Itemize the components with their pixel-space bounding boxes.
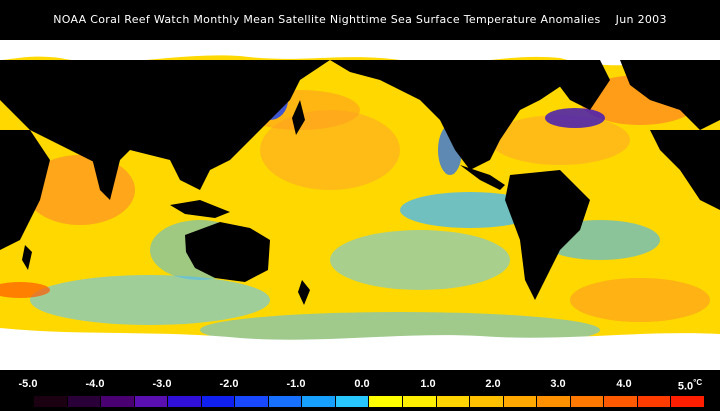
australia-land: [185, 222, 270, 282]
legend-tick-label: 5.0: [677, 380, 694, 393]
japan-land: [292, 100, 305, 135]
colorbar-swatch: [235, 396, 269, 407]
colorbar-swatch: [503, 396, 538, 407]
africa-land: [0, 130, 50, 250]
legend-tick-last: 5.0°C: [678, 378, 702, 393]
colorbar-swatch: [604, 396, 638, 407]
indonesia-land: [170, 200, 230, 218]
colorbar-swatch: [168, 396, 202, 407]
colorbar-swatch: [101, 396, 135, 407]
colorbar-legend: [33, 395, 705, 408]
colorbar-swatch: [637, 396, 672, 407]
legend-tick: 3.0: [550, 378, 566, 390]
south-america-land: [505, 170, 590, 300]
legend-tick: -5.0: [18, 378, 38, 390]
colorbar-swatch: [369, 396, 404, 407]
legend-tick: 0.0: [354, 378, 370, 390]
legend-tick: 2.0: [485, 378, 501, 390]
legend-tick-labels: -5.0 -4.0 -3.0 -2.0 -1.0 0.0 1.0 2.0 3.0…: [0, 378, 720, 394]
legend-tick: 1.0: [420, 378, 436, 390]
colorbar-swatch: [201, 396, 236, 407]
colorbar-swatch: [302, 396, 336, 407]
colorbar-swatch: [67, 396, 102, 407]
madagascar-land: [22, 245, 32, 270]
legend-tick: 4.0: [616, 378, 632, 390]
eurasia-land: [0, 60, 330, 190]
legend-tick: -4.0: [85, 378, 105, 390]
legend-tick: -1.0: [286, 378, 306, 390]
colorbar-swatch: [268, 396, 303, 407]
africa-east-land: [650, 130, 720, 210]
ice-regions: [0, 40, 720, 370]
colorbar-swatch: [403, 396, 437, 407]
india-land: [90, 150, 120, 200]
colorbar-swatch: [470, 396, 504, 407]
legend-tick: -3.0: [152, 378, 172, 390]
new-zealand-land: [298, 280, 310, 305]
europe-land: [620, 60, 720, 130]
land-masses: [0, 60, 720, 305]
colorbar-swatch: [537, 396, 571, 407]
central-america-land: [460, 165, 505, 190]
greenland-land: [540, 60, 610, 110]
north-america-land: [330, 60, 570, 170]
colorbar-swatch: [335, 396, 370, 407]
colorbar-swatch: [570, 396, 605, 407]
legend-unit: °C: [693, 378, 703, 387]
legend-tick: -2.0: [219, 378, 239, 390]
colorbar-swatch: [671, 396, 704, 407]
colorbar-swatch: [34, 396, 68, 407]
colorbar-swatch: [436, 396, 471, 407]
colorbar-swatch: [134, 396, 169, 407]
map-title: NOAA Coral Reef Watch Monthly Mean Satel…: [53, 13, 667, 26]
